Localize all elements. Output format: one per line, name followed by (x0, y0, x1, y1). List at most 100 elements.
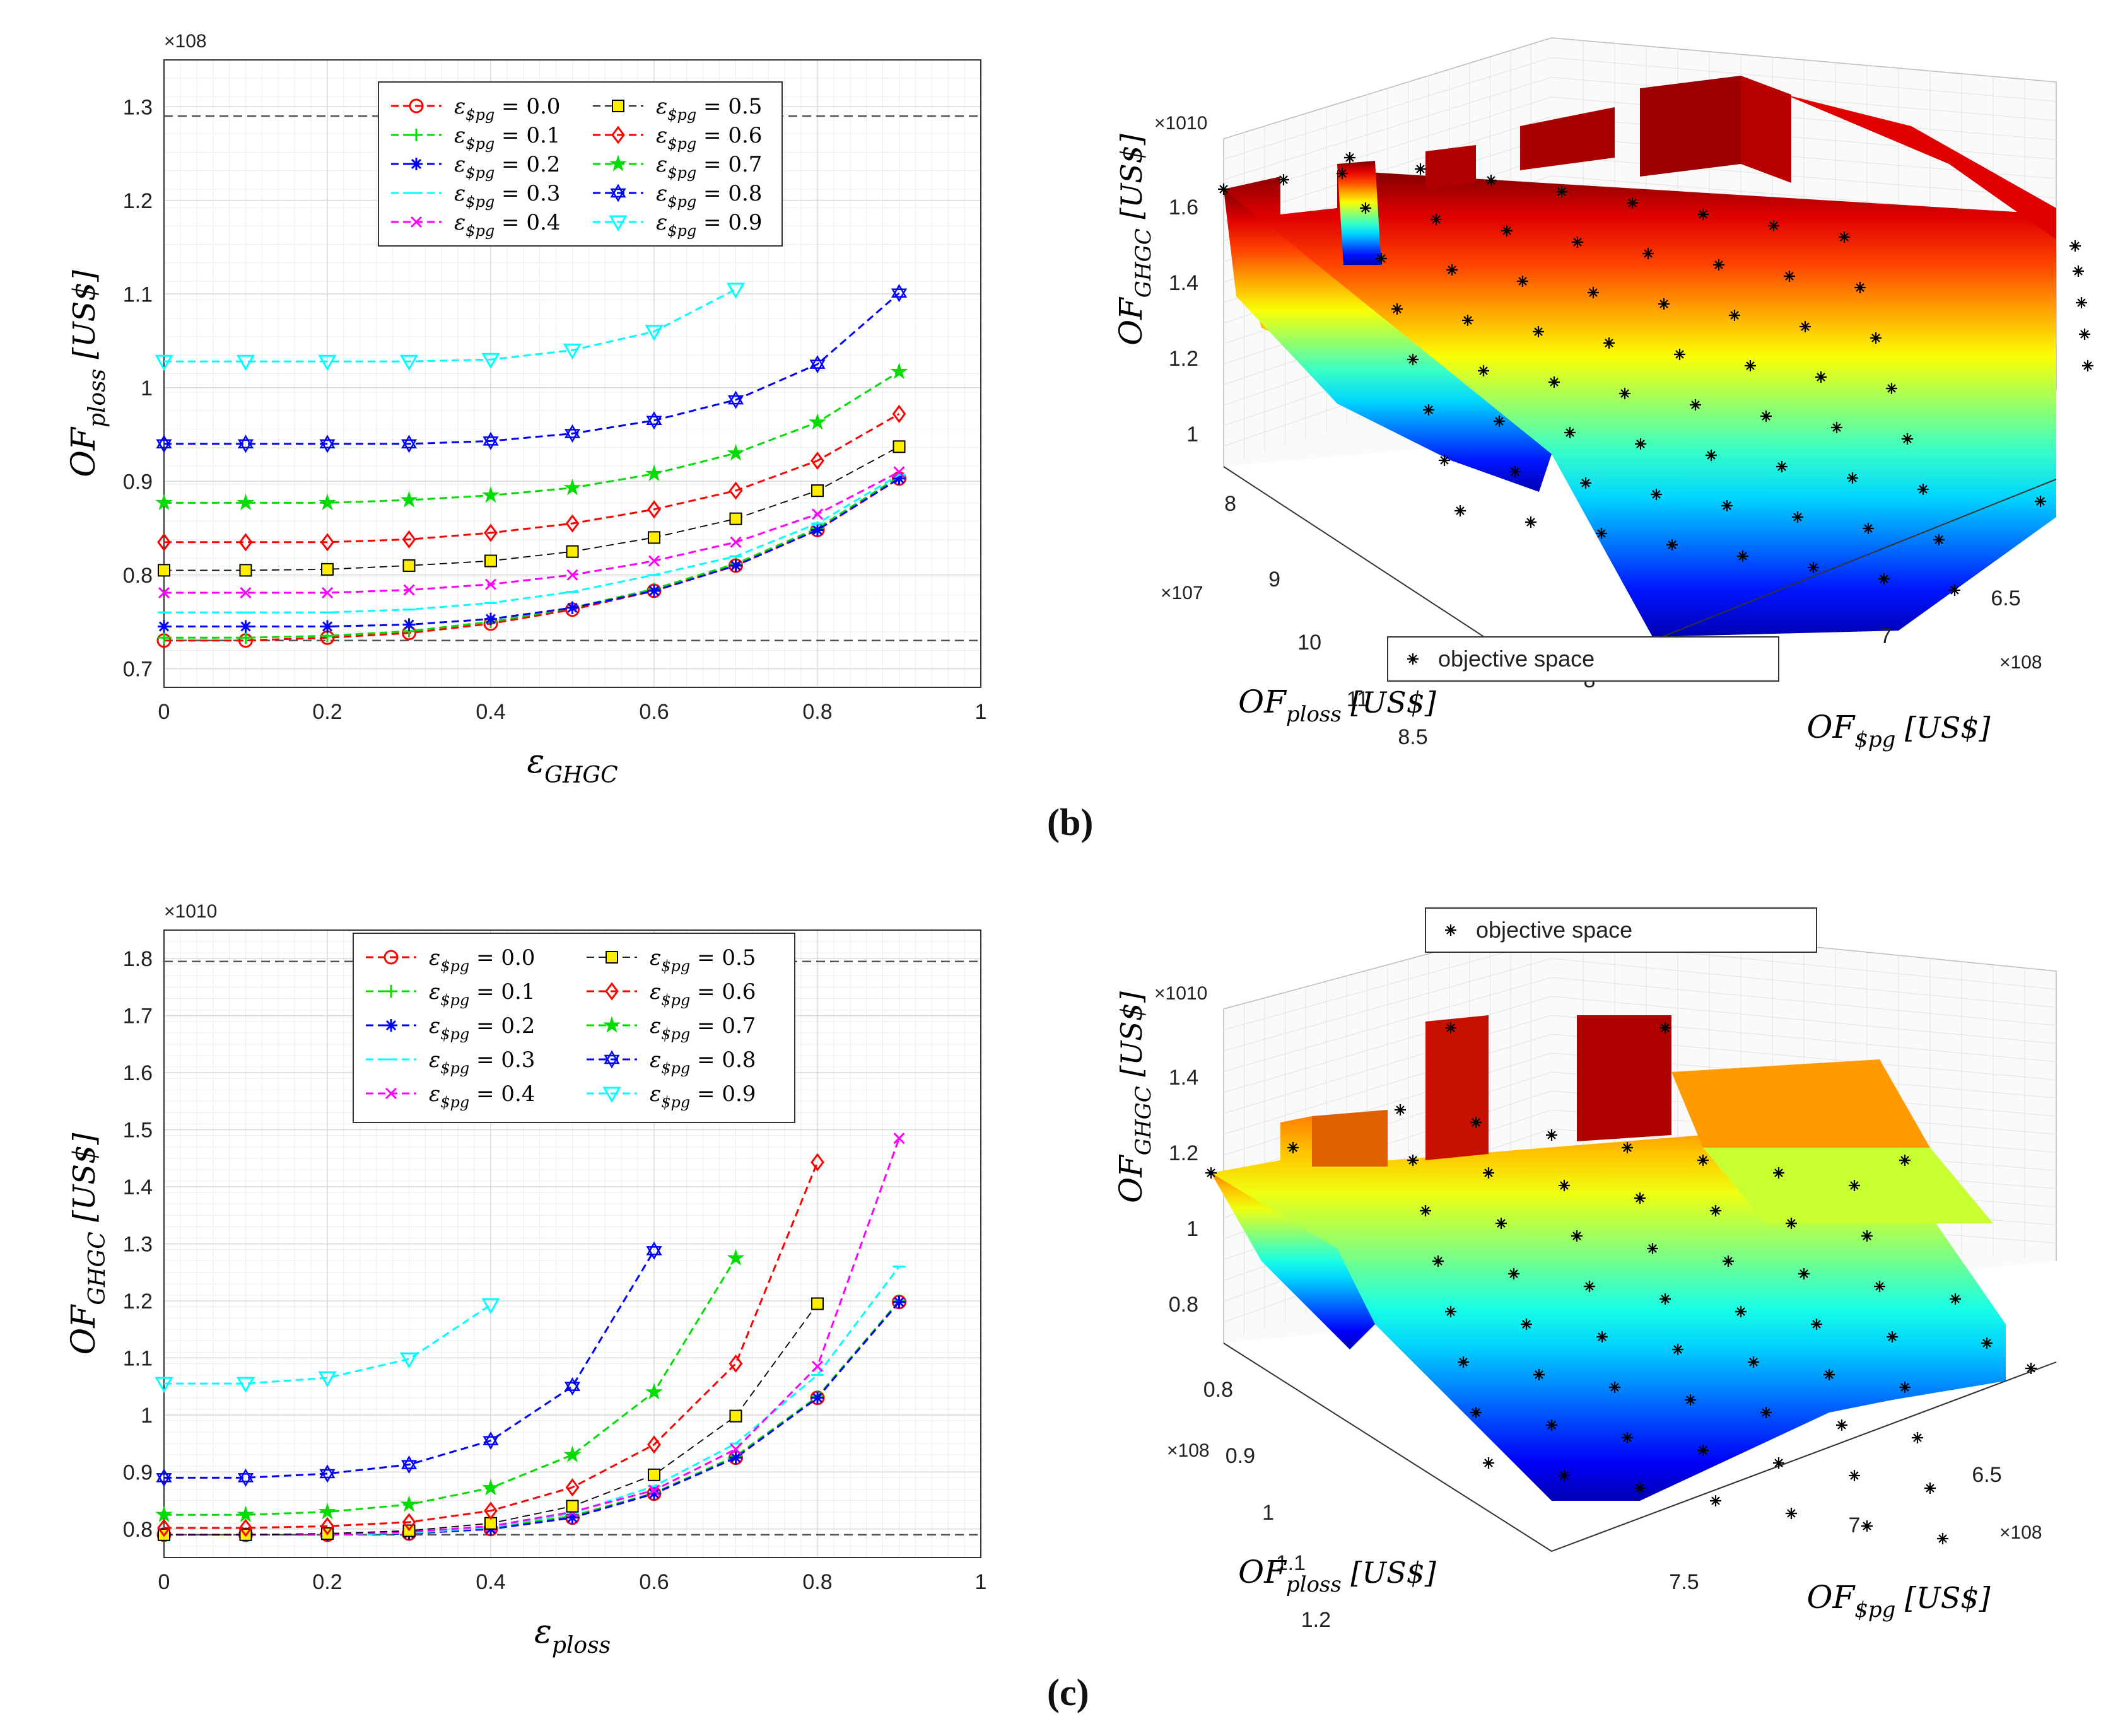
legend-label: ε$pg = 0.9 (650, 1081, 756, 1111)
objective-point (1863, 523, 1874, 534)
objective-point (1800, 321, 1811, 332)
objective-point (1773, 1457, 1784, 1469)
data-point (893, 466, 905, 478)
x-tick-label: 1 (975, 700, 987, 724)
series-line (164, 1250, 655, 1479)
data-point (482, 486, 500, 503)
surface-block (1671, 1059, 1930, 1148)
ploss-exponent: ×108 (1167, 1440, 1210, 1461)
objective-point (1509, 466, 1521, 477)
data-point (563, 343, 582, 360)
objective-point (1501, 225, 1513, 236)
series-line (164, 1304, 491, 1385)
z-axis-label: OFGHGC [US$] (1113, 991, 1156, 1203)
objective-point (1634, 1483, 1646, 1494)
objective-point (1784, 271, 1795, 282)
legend-label: ε$pg = 0.5 (650, 945, 756, 975)
series-3 (158, 474, 906, 614)
pg-tick-label: 7.5 (1669, 1570, 1699, 1594)
surface-b-right: 11.21.41.68910118.587.576.5×1010×107×108… (1113, 37, 2093, 752)
data-point (648, 555, 660, 567)
data-point (892, 404, 906, 423)
objective-point (1745, 360, 1756, 371)
objective-point (1878, 573, 1890, 585)
ploss-tick-label: 0.9 (1226, 1444, 1255, 1468)
legend-marker (610, 184, 626, 202)
data-point (481, 1298, 500, 1315)
objective-point (2025, 1363, 2037, 1374)
legend-box (353, 933, 795, 1123)
ploss-axis-label: OFploss [US$] (1238, 684, 1436, 727)
objective-point (1556, 186, 1567, 197)
legend-marker (603, 1016, 621, 1033)
data-point (811, 1297, 824, 1310)
ploss-tick-label: 10 (1297, 631, 1321, 655)
data-point (648, 1484, 660, 1496)
objective-point (1548, 376, 1560, 388)
y-tick-label: 0.8 (123, 564, 153, 588)
objective-point (1674, 349, 1685, 360)
objective-point (1735, 1306, 1747, 1317)
legend-marker (1407, 653, 1419, 665)
data-point (484, 554, 497, 568)
surface-patch (1224, 189, 1552, 492)
series-line (164, 1162, 819, 1529)
surface (1211, 1015, 2006, 1501)
exponent-label: ×1010 (164, 901, 217, 922)
objective-points (1205, 1022, 2037, 1544)
objective-point (1564, 427, 1576, 438)
objective-point (1697, 1155, 1709, 1166)
ploss-tick-label: 8 (1224, 492, 1236, 516)
surface-block (1741, 76, 1791, 183)
objective-point (1836, 1419, 1847, 1431)
objective-point (1446, 264, 1458, 276)
data-point (727, 444, 745, 461)
data-point (646, 1241, 662, 1260)
objective-point (1634, 1192, 1646, 1204)
surface-block (1520, 107, 1615, 170)
legend-label: ε$pg = 0.1 (454, 123, 560, 153)
objective-point (1278, 174, 1289, 185)
objective-point (1454, 505, 1466, 516)
objective-point (1808, 562, 1819, 573)
objective-point (1710, 1495, 1721, 1506)
objective-point (1786, 1508, 1797, 1519)
objective-point (2082, 360, 2093, 371)
series-5 (158, 1297, 824, 1541)
exponent-label: ×108 (164, 31, 207, 52)
data-point (811, 1360, 824, 1373)
objective-point (1815, 371, 1827, 383)
legend-box (1425, 907, 1817, 953)
objective-point (1205, 1167, 1217, 1179)
objective-point (1431, 214, 1442, 225)
legend-item: ε$pg = 0.7 (587, 1013, 756, 1043)
legend-label: ε$pg = 0.3 (429, 1047, 535, 1077)
ploss-tick-label: 0.8 (1203, 1378, 1233, 1402)
data-point (893, 1133, 905, 1145)
objective-point (1651, 489, 1662, 500)
objective-point (1886, 383, 1897, 394)
data-point (566, 545, 579, 558)
objective-point (1760, 411, 1772, 422)
data-point (484, 612, 497, 626)
objective-point (1723, 1255, 1734, 1267)
series-line (164, 292, 900, 445)
x-tick-label: 0 (158, 1570, 170, 1594)
objective-point (1798, 1268, 1810, 1279)
chart-b-left: 0 0.2 0.4 0.6 0.8 1 0.7 0.8 0.9 1 1.1 1.2 1.3 ×108 εGH… (65, 31, 987, 788)
legend-marker (385, 1019, 397, 1032)
data-point (318, 354, 337, 371)
objective-point (1395, 1104, 1406, 1116)
legend-label: ε$pg = 0.0 (429, 945, 535, 975)
data-point (484, 1501, 498, 1520)
data-point (321, 586, 334, 599)
data-point (400, 491, 418, 508)
data-point (729, 512, 742, 525)
ploss-tick-label: 1 (1262, 1501, 1274, 1525)
objective-point (1672, 1344, 1683, 1355)
data-point (401, 434, 418, 453)
data-point (155, 493, 173, 511)
data-point (402, 530, 416, 549)
data-point (890, 362, 908, 380)
x-tick-label: 0.4 (476, 700, 505, 724)
